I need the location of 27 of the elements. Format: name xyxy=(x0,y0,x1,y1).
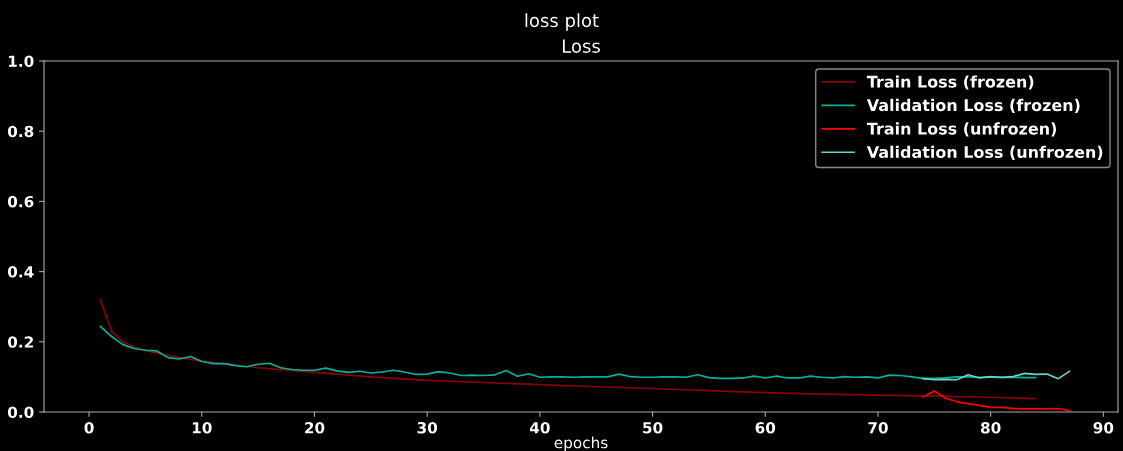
x-tick-label: 60 xyxy=(755,421,776,434)
y-tick-label: 0.0 xyxy=(7,406,34,419)
x-tick-label: 80 xyxy=(980,421,1001,434)
x-tick-label: 50 xyxy=(643,421,663,434)
legend-label: Train Loss (unfrozen) xyxy=(866,122,1057,137)
x-tick-label: 40 xyxy=(529,421,550,434)
x-tick-label: 70 xyxy=(868,421,888,434)
chart-title: Loss xyxy=(562,39,600,53)
legend-label: Validation Loss (frozen) xyxy=(866,98,1080,114)
y-tick-label: 1.0 xyxy=(8,55,34,68)
chart-subtitle: loss plot xyxy=(525,13,599,31)
y-tick-label: 0.6 xyxy=(7,195,34,208)
x-tick-label: 90 xyxy=(1093,421,1114,434)
y-tick-label: 0.2 xyxy=(7,336,33,348)
line-series xyxy=(99,298,1037,400)
line-series xyxy=(922,370,1071,381)
y-tick-label: 0.8 xyxy=(7,125,34,138)
x-tick-label: 30 xyxy=(417,421,438,434)
line-series xyxy=(99,325,1037,380)
x-axis-title: epochs xyxy=(554,436,608,451)
x-tick-label: 10 xyxy=(192,421,212,434)
x-tick-label: 20 xyxy=(305,421,325,434)
legend-label: Train Loss (frozen) xyxy=(866,75,1034,90)
legend-label: Validation Loss (unfrozen) xyxy=(866,145,1103,160)
y-tick-label: 0.4 xyxy=(7,266,34,278)
line-series xyxy=(922,390,1071,412)
x-tick-label: 0 xyxy=(84,421,94,434)
